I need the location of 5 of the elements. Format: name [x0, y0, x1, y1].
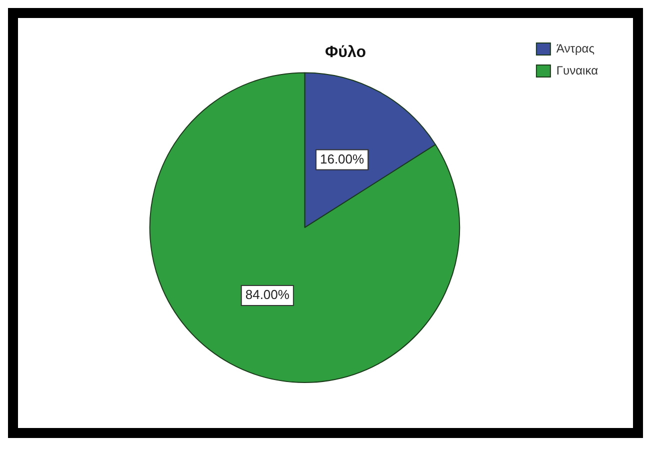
data-label: 84.00% [245, 287, 290, 302]
chart-title: Φύλο [325, 44, 366, 62]
legend-label: Γυναικα [556, 63, 598, 78]
data-label: 16.00% [320, 151, 365, 166]
legend-label: Άντρας [556, 41, 595, 56]
